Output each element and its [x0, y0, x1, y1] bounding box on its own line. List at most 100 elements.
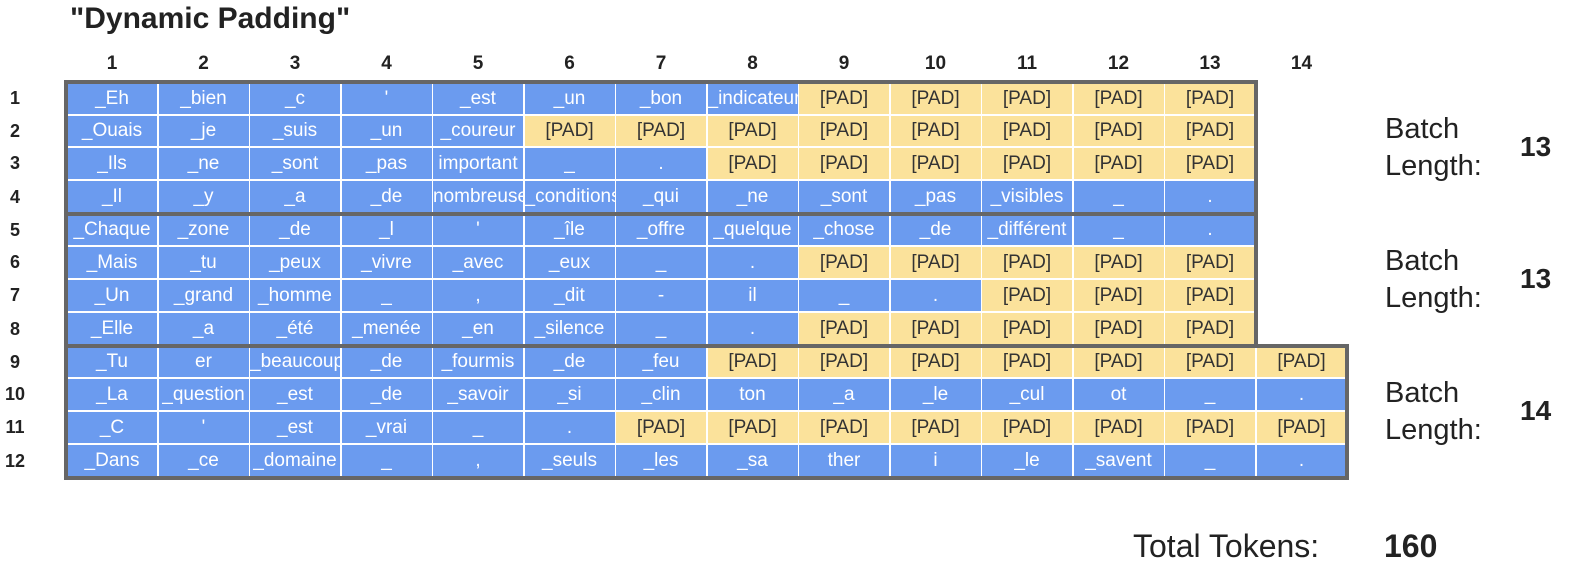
batch-length-value: 14	[1520, 395, 1552, 426]
token-cell: _La	[66, 378, 158, 411]
pad-token-cell: [PAD]	[1072, 312, 1165, 346]
token-cell: important	[432, 147, 524, 180]
column-header: 5	[472, 53, 484, 74]
token-cell: _Ils	[66, 147, 158, 180]
pad-token-cell: [PAD]	[615, 115, 707, 147]
pad-token-cell: [PAD]	[1255, 411, 1348, 444]
token-cell: _différent	[981, 214, 1073, 246]
token-cell: _menée	[340, 312, 433, 346]
token-cell: _vivre	[340, 246, 433, 279]
column-header: 9	[838, 53, 850, 74]
token-cell: _	[1164, 378, 1256, 411]
token-cell: _tu	[157, 246, 250, 279]
token-cell: _offre	[615, 214, 707, 246]
pad-token-cell: [PAD]	[1164, 411, 1256, 444]
token-cell: _a	[798, 378, 890, 411]
token-cell: _Elle	[66, 312, 158, 346]
token-cell: _	[523, 147, 616, 180]
pad-token-cell: [PAD]	[706, 411, 799, 444]
token-cell: _en	[432, 312, 524, 346]
token-cell: _zone	[157, 214, 250, 246]
token-cell: _le	[889, 378, 982, 411]
pad-token-cell: [PAD]	[1164, 115, 1256, 147]
token-cell: _homme	[249, 279, 341, 312]
token-cell: _un	[523, 82, 616, 115]
token-cell: _	[798, 279, 890, 312]
token-cell: _le	[981, 444, 1073, 478]
row-header: 4	[9, 187, 20, 207]
token-cell: _Dans	[66, 444, 158, 478]
token-cell: nombreuses	[432, 180, 524, 214]
token-cell: _été	[249, 312, 341, 346]
token-cell: _Ouais	[66, 115, 158, 147]
row-header: 6	[9, 252, 20, 272]
pad-token-cell: [PAD]	[706, 346, 799, 378]
token-cell: _je	[157, 115, 250, 147]
batch-length-label: Batch Length:	[1385, 113, 1482, 182]
token-cell: _	[340, 444, 433, 478]
token-cell: _	[432, 411, 524, 444]
pad-token-cell: [PAD]	[889, 246, 982, 279]
token-cell: '	[157, 411, 250, 444]
column-header: 6	[564, 53, 575, 74]
token-cell: _dit	[523, 279, 616, 312]
pad-token-cell: [PAD]	[981, 246, 1073, 279]
token-cell: _Eh	[66, 82, 158, 115]
row-header: 9	[9, 352, 20, 372]
column-header: 8	[747, 53, 758, 74]
token-cell: _île	[523, 214, 616, 246]
pad-token-cell: [PAD]	[889, 346, 982, 378]
token-cell: _de	[889, 214, 982, 246]
token-cell: i	[889, 444, 982, 478]
token-cell: _les	[615, 444, 707, 478]
token-cell: _pas	[340, 147, 433, 180]
pad-token-cell: [PAD]	[1072, 115, 1165, 147]
diagram-title: "Dynamic Padding"	[70, 2, 351, 35]
token-cell: _Tu	[66, 346, 158, 378]
pad-token-cell: [PAD]	[889, 411, 982, 444]
column-header: 13	[1199, 53, 1221, 74]
token-cell: _suis	[249, 115, 341, 147]
token-cell: .	[1164, 180, 1256, 214]
column-header: 11	[1016, 53, 1038, 74]
pad-token-cell: [PAD]	[798, 115, 890, 147]
token-cell: .	[1164, 214, 1256, 246]
token-cell: _grand	[157, 279, 250, 312]
token-cell: ,	[432, 444, 524, 478]
token-cell: -	[615, 279, 707, 312]
token-cell: .	[706, 312, 799, 346]
row-header: 3	[9, 153, 20, 173]
token-cell: _de	[340, 180, 433, 214]
token-cell: .	[523, 411, 616, 444]
token-cell: '	[340, 82, 433, 115]
column-header: 2	[198, 53, 209, 74]
token-cell: _C	[66, 411, 158, 444]
pad-token-cell: [PAD]	[981, 279, 1073, 312]
token-cell: _vrai	[340, 411, 433, 444]
pad-token-cell: [PAD]	[1072, 246, 1165, 279]
pad-token-cell: [PAD]	[798, 82, 890, 115]
row-header: 11	[5, 417, 25, 437]
pad-token-cell: [PAD]	[1164, 312, 1256, 346]
token-cell: _indicateur	[706, 82, 799, 115]
token-cell: _visibles	[981, 180, 1073, 214]
token-cell: _avec	[432, 246, 524, 279]
token-cell: _l	[340, 214, 433, 246]
row-header: 8	[9, 319, 20, 339]
total-tokens-label: Total Tokens:	[1133, 528, 1320, 564]
pad-token-cell: [PAD]	[889, 82, 982, 115]
token-cell: '	[432, 214, 524, 246]
token-cell: _si	[523, 378, 616, 411]
pad-token-cell: [PAD]	[889, 115, 982, 147]
row-header: 12	[4, 451, 26, 471]
token-cell: _	[1072, 180, 1165, 214]
column-header: 1	[106, 53, 118, 74]
row-header: 1	[9, 88, 20, 108]
token-cell: _qui	[615, 180, 707, 214]
token-cell: _	[1164, 444, 1256, 478]
pad-token-cell: [PAD]	[1255, 346, 1348, 378]
token-cell: ton	[706, 378, 799, 411]
token-cell: _chose	[798, 214, 890, 246]
token-cell: _seuls	[523, 444, 616, 478]
pad-token-cell: [PAD]	[798, 147, 890, 180]
